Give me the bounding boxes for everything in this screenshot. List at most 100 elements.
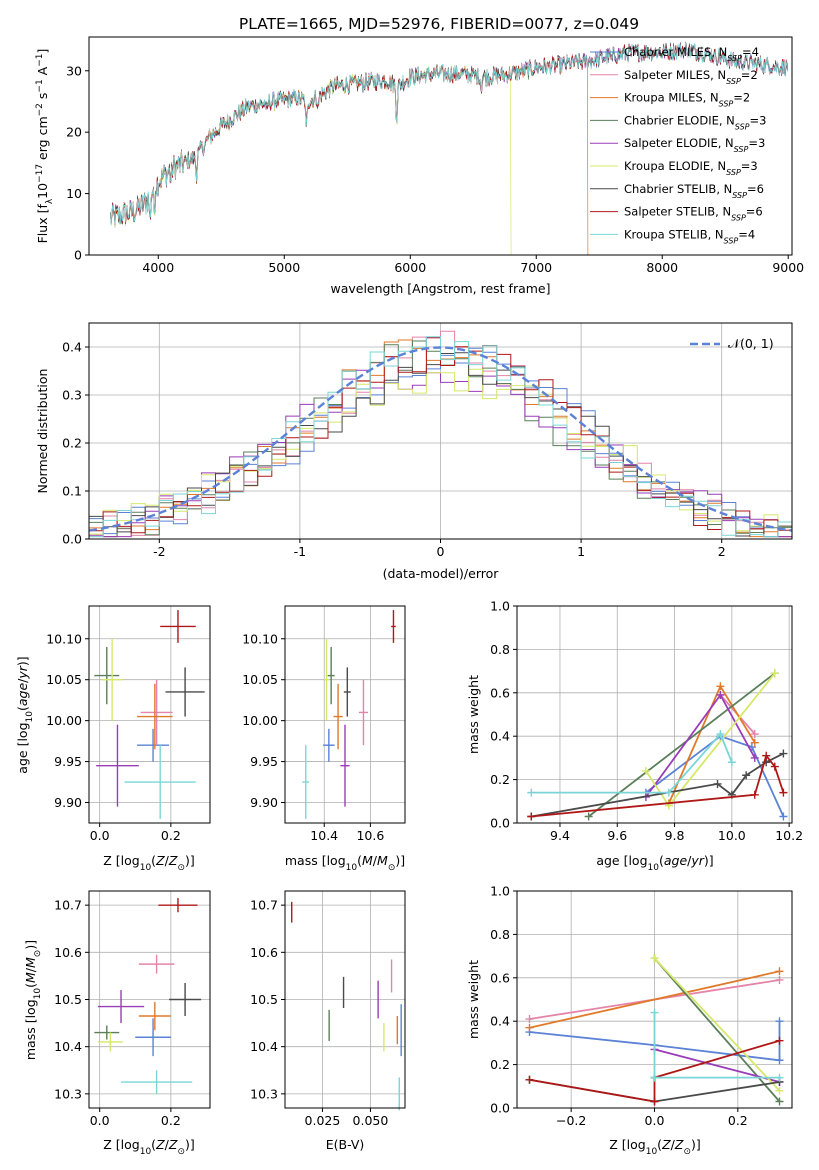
legend-entry-normal: 𝒩(0, 1) <box>728 336 774 351</box>
weight-point <box>750 738 759 747</box>
y-tick-label: 10.6 <box>250 945 278 960</box>
weight-series-kroupa-stelib <box>650 1008 784 1082</box>
weight-point <box>750 790 759 799</box>
weight-point <box>713 779 722 788</box>
weight-point <box>716 730 725 739</box>
errorbar-salpeter-elodie <box>96 724 139 807</box>
histogram-kroupa-elodie <box>88 368 792 539</box>
weight-point <box>770 762 779 771</box>
x-tick-label: 9000 <box>772 260 804 275</box>
weight-point <box>775 967 784 976</box>
frame-residuals: -2 -1 0 1 2 0.0 0.1 0.2 0.3 0.4 (data-model)/error… <box>35 322 793 581</box>
y-tick-label: 10.05 <box>46 672 82 687</box>
y-tick-label: 10.00 <box>46 713 82 728</box>
legend-entry-salpeter-elodie: Salpeter ELODIE, NSSP=3 <box>624 136 765 154</box>
weight-point <box>527 788 536 797</box>
weight-point <box>664 788 673 797</box>
x-tick-label: −0.2 <box>556 1113 586 1128</box>
frame-mass-weight-vs-age: 9.4 9.6 9.8 10.0 10.2 0.0 0.2 0.4 0.6 0.8 1.0 age [… <box>466 599 803 874</box>
x-tick-label: 2 <box>718 544 726 559</box>
errorbar-kroupa-miles <box>137 683 173 750</box>
weight-series-kroupa-miles <box>525 967 784 1032</box>
plot-area-mass-vs-Z <box>94 898 202 1094</box>
y-tick-label: 10.10 <box>242 631 278 646</box>
errorbar-chabrier-miles <box>323 728 335 762</box>
x-axis-label: wavelength [Angstrom, rest frame] <box>330 281 550 296</box>
x-tick-label: 9.4 <box>550 828 570 843</box>
weight-point <box>779 749 788 758</box>
errorbar-salpeter-stelib <box>160 610 196 643</box>
x-tick-label: 10.0 <box>718 828 746 843</box>
x-tick-label: 0.0 <box>90 828 110 843</box>
y-tick-label: 0.4 <box>490 729 510 744</box>
axes-spectrum <box>110 41 789 256</box>
x-tick-label: 10.6 <box>356 828 384 843</box>
errorbar-chabrier-elodie <box>94 646 120 705</box>
y-tick-label: 0 <box>74 248 82 263</box>
weight-point <box>650 954 659 963</box>
axes-age-vs-Z <box>89 606 210 823</box>
weight-point <box>750 753 759 762</box>
errorbar-kroupa-stelib <box>124 745 196 819</box>
x-tick-label: 0.2 <box>728 1113 748 1128</box>
y-tick-label: 0.2 <box>490 772 510 787</box>
y-tick-label: 1.0 <box>490 884 510 899</box>
weight-point <box>527 812 536 821</box>
y-tick-label: 0.8 <box>490 927 510 942</box>
weight-point <box>775 1073 784 1082</box>
x-axis-label: age [log10(age/yr)] <box>596 853 713 873</box>
y-tick-label: 0.4 <box>490 1014 510 1029</box>
weight-point <box>775 1017 784 1026</box>
frame-age-vs-Z: 0.0 0.2 9.90 9.95 10.00 10.05 10.10 Z [log10(Z/… <box>15 605 211 873</box>
y-tick-label: 10.6 <box>54 945 82 960</box>
y-tick-label: 0.1 <box>62 484 82 499</box>
axes-mass-vs-Z <box>89 891 210 1108</box>
y-tick-label: 10.3 <box>54 1086 82 1101</box>
y-tick-label: 0.2 <box>490 1057 510 1072</box>
errorbar-salpeter-elodie <box>340 724 350 807</box>
errorbar-chabrier-stelib <box>169 982 202 1017</box>
weight-point <box>750 730 759 739</box>
weight-point <box>742 771 751 780</box>
weight-line <box>531 732 733 794</box>
x-tick-label: 10.2 <box>775 828 803 843</box>
y-tick-label: 0.8 <box>490 642 510 657</box>
weight-point <box>775 1056 784 1065</box>
y-tick-label: 10.7 <box>54 898 82 913</box>
weight-series-kroupa-stelib <box>527 730 736 797</box>
weight-point <box>650 1073 659 1082</box>
x-axis-label: Z [log10(Z/Z⊙)] <box>103 853 195 873</box>
y-tick-label: 0.0 <box>490 816 510 831</box>
x-tick-label: 1 <box>577 544 585 559</box>
errorbar-salpeter-stelib <box>158 898 198 913</box>
plot-area-age-vs-mass <box>302 610 396 819</box>
legend-entry-kroupa-elodie: Kroupa ELODIE, NSSP=3 <box>624 159 758 177</box>
frame-mass-vs-EBV: 0.025 0.050 10.3 10.4 10.5 10.6 10.7 E(B-V) <box>250 890 406 1152</box>
errorbar-chabrier-elodie <box>327 646 335 705</box>
y-tick-label: 10.4 <box>250 1039 278 1054</box>
errorbar-kroupa-stelib <box>302 745 310 819</box>
weight-line <box>653 957 781 1092</box>
frame-spectrum: 4000 5000 6000 7000 8000 9000 0 10 20 30 wavelengt… <box>35 36 804 296</box>
errorbar-kroupa-miles <box>333 683 343 750</box>
errorbar-kroupa-elodie <box>101 638 123 721</box>
errorbar-kroupa-elodie <box>97 1032 123 1052</box>
errorbar-salpeter-miles <box>140 679 173 746</box>
x-tick-label: 9.6 <box>607 828 627 843</box>
errorbar-kroupa-miles <box>138 1001 171 1031</box>
x-tick-label: 6000 <box>394 260 426 275</box>
y-tick-label: 10 <box>66 186 82 201</box>
weight-point <box>650 1097 659 1106</box>
x-tick-label: 10.4 <box>310 828 338 843</box>
plot-area-age-vs-Z <box>94 610 205 819</box>
weight-point <box>779 788 788 797</box>
weight-point <box>762 751 771 760</box>
legend-residuals: 𝒩(0, 1) <box>690 336 774 351</box>
y-axis-label: age [log10(age/yr)] <box>15 656 35 773</box>
errorbar-salpeter-stelib <box>391 610 396 643</box>
x-axis-label: (data-model)/error <box>383 566 500 581</box>
y-axis-label: Flux [fλ10−17 erg cm−2 s−1 A−1] <box>35 49 55 244</box>
axes-frame <box>284 605 406 824</box>
errorbar-salpeter-miles <box>358 679 369 746</box>
